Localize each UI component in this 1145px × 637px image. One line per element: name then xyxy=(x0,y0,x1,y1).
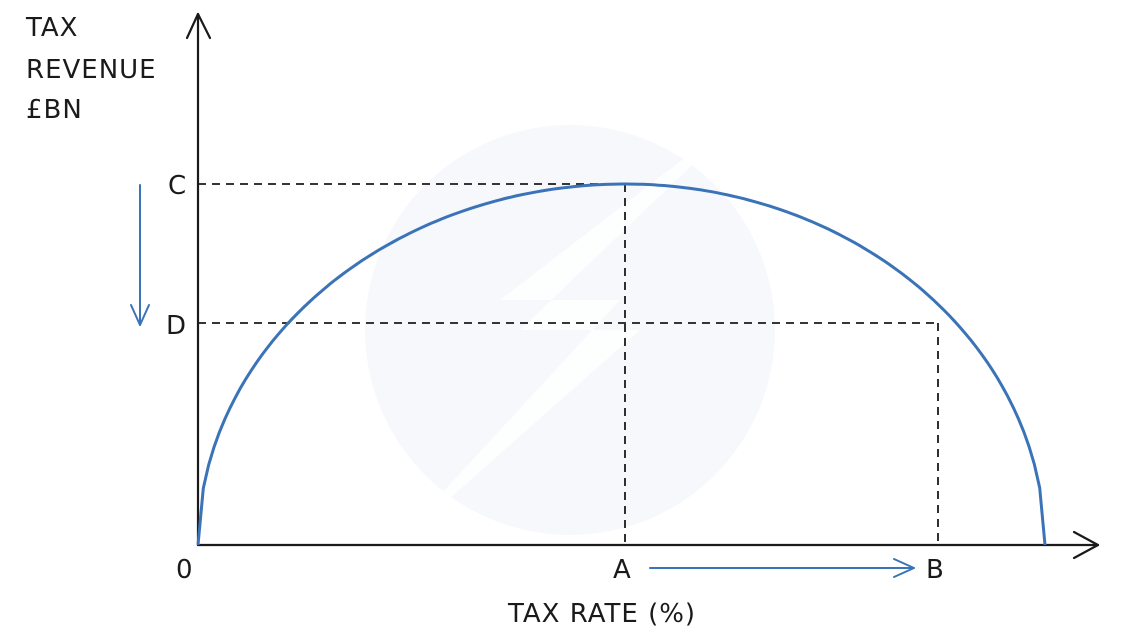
y-axis-label-line3: £BN xyxy=(26,95,83,125)
point-label-d: D xyxy=(166,311,187,341)
point-label-b: B xyxy=(926,555,945,585)
origin-label: 0 xyxy=(176,555,194,585)
point-label-a: A xyxy=(613,555,632,585)
y-axis-arrowhead xyxy=(185,12,212,40)
rightward-arrow xyxy=(649,558,915,578)
y-axis-label-line1: TAX xyxy=(25,13,78,43)
point-label-c: C xyxy=(168,171,187,201)
x-axis-arrowhead xyxy=(1072,530,1100,560)
downward-arrow xyxy=(130,184,150,326)
x-axis-label: TAX RATE (%) xyxy=(507,599,696,629)
y-axis-label-line2: REVENUE xyxy=(26,55,157,85)
watermark-logo xyxy=(365,100,775,560)
laffer-curve xyxy=(196,182,1047,546)
